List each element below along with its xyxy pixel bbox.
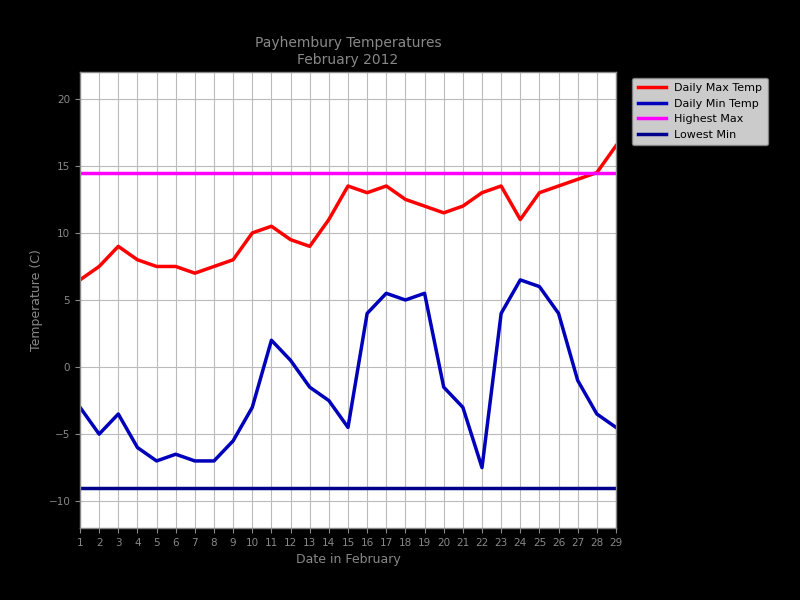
Daily Min Temp (496, 310, 506, 317)
Daily Max Temp (439, 209, 449, 217)
Daily Max Temp (152, 263, 162, 270)
Daily Max Temp (94, 263, 104, 270)
Daily Min Temp (75, 404, 85, 411)
Daily Max Temp (362, 189, 372, 196)
Daily Min Temp (94, 431, 104, 438)
Daily Min Temp (343, 424, 353, 431)
Daily Min Temp (554, 310, 563, 317)
Daily Max Temp (286, 236, 295, 243)
Daily Min Temp (401, 296, 410, 304)
Daily Min Temp (534, 283, 544, 290)
Daily Max Temp (573, 176, 582, 183)
Daily Min Temp (247, 404, 257, 411)
Daily Max Temp (401, 196, 410, 203)
Daily Max Temp (114, 243, 123, 250)
Daily Max Temp (592, 169, 602, 176)
Y-axis label: Temperature (C): Temperature (C) (30, 249, 43, 351)
Daily Max Temp (247, 229, 257, 236)
Daily Max Temp (266, 223, 276, 230)
Line: Daily Max Temp: Daily Max Temp (80, 146, 616, 280)
Daily Max Temp (324, 216, 334, 223)
Daily Min Temp (266, 337, 276, 344)
Daily Max Temp (210, 263, 219, 270)
Line: Daily Min Temp: Daily Min Temp (80, 280, 616, 467)
Daily Min Temp (210, 457, 219, 464)
Daily Min Temp (515, 276, 525, 283)
Daily Min Temp (611, 424, 621, 431)
Daily Max Temp (477, 189, 486, 196)
Daily Min Temp (171, 451, 181, 458)
Lowest Min (75, 484, 85, 491)
Daily Max Temp (171, 263, 181, 270)
Daily Max Temp (75, 276, 85, 283)
Daily Min Temp (190, 457, 200, 464)
Daily Min Temp (324, 397, 334, 404)
Daily Min Temp (152, 457, 162, 464)
Daily Max Temp (534, 189, 544, 196)
Daily Max Temp (190, 269, 200, 277)
Daily Max Temp (496, 182, 506, 190)
Daily Max Temp (133, 256, 142, 263)
Highest Max (75, 169, 85, 176)
Daily Max Temp (420, 203, 430, 210)
Daily Min Temp (458, 404, 468, 411)
Daily Max Temp (611, 142, 621, 149)
Daily Max Temp (554, 182, 563, 190)
Daily Max Temp (343, 182, 353, 190)
Highest Max (56, 169, 66, 176)
Daily Min Temp (477, 464, 486, 471)
Daily Min Temp (286, 357, 295, 364)
Daily Min Temp (382, 290, 391, 297)
Daily Min Temp (362, 310, 372, 317)
Daily Min Temp (573, 377, 582, 384)
Daily Min Temp (439, 383, 449, 391)
Daily Max Temp (305, 243, 314, 250)
Daily Max Temp (228, 256, 238, 263)
Daily Max Temp (382, 182, 391, 190)
Daily Min Temp (592, 410, 602, 418)
Daily Min Temp (114, 410, 123, 418)
Daily Max Temp (458, 203, 468, 210)
Daily Min Temp (228, 437, 238, 445)
Title: Payhembury Temperatures
February 2012: Payhembury Temperatures February 2012 (254, 37, 442, 67)
Lowest Min (56, 484, 66, 491)
Legend: Daily Max Temp, Daily Min Temp, Highest Max, Lowest Min: Daily Max Temp, Daily Min Temp, Highest … (632, 77, 768, 145)
Daily Max Temp (515, 216, 525, 223)
Daily Min Temp (133, 444, 142, 451)
Daily Min Temp (420, 290, 430, 297)
X-axis label: Date in February: Date in February (296, 553, 400, 566)
Daily Min Temp (305, 383, 314, 391)
